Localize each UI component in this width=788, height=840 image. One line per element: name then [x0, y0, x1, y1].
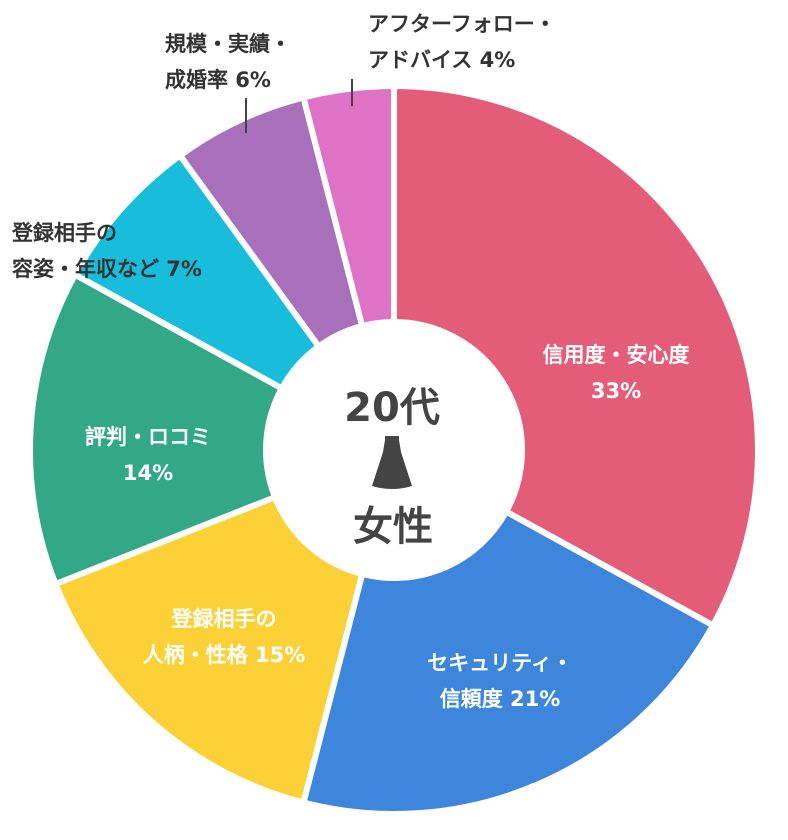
slice-label-line: アドバイス 4%	[368, 48, 515, 72]
slice-label-trust: 信用度・安心度 33%	[543, 343, 690, 403]
pie-slice-security	[300, 508, 716, 817]
leader-lines	[245, 79, 353, 133]
slice-label-scale: 規模・実績・成婚率 6%	[165, 32, 291, 92]
slice-label-line: 評判・ロコミ	[85, 425, 211, 449]
slice-label-line: 登録相手の	[171, 607, 277, 631]
slice-label-line: アフターフォロー・	[368, 12, 556, 36]
pie-slice-reputation	[27, 271, 285, 587]
pie-slice-aftercare	[300, 83, 397, 330]
center-label-age: 20代	[344, 385, 440, 431]
slice-label-personality: 登録相手の人柄・性格 15%	[143, 607, 306, 667]
slice-labels: 信用度・安心度 33% セキュリティ・信頼度 21% 登録相手の人柄・性格 15% 評判…	[11, 12, 690, 711]
slice-label-line: 登録相手の	[11, 221, 117, 245]
dress-icon	[372, 436, 412, 489]
slice-label-line: 人柄・性格 15%	[143, 643, 306, 667]
slice-label-line: 信頼度 21%	[440, 687, 561, 711]
center-label-gender: 女性	[353, 504, 433, 550]
slice-label-line: 33%	[591, 379, 641, 403]
slice-label-line: 14%	[123, 461, 173, 485]
pie-slice-personality	[52, 494, 366, 806]
slice-label-line: 規模・実績・	[165, 32, 291, 56]
slice-label-line: 信用度・安心度	[543, 343, 690, 367]
center-label: 20代 女性	[344, 385, 440, 550]
pie-slice-trust	[391, 83, 761, 629]
slice-label-line: セキュリティ・	[427, 651, 573, 675]
slice-label-line: 容姿・年収など 7%	[12, 257, 202, 281]
slice-label-security: セキュリティ・信頼度 21%	[427, 651, 573, 711]
slice-label-line: 成婚率 6%	[165, 68, 271, 92]
slice-label-aftercare: アフターフォロー・アドバイス 4%	[368, 12, 556, 72]
slice-label-reputation: 評判・ロコミ 14%	[85, 425, 211, 485]
pie-slice-appearance	[72, 152, 322, 392]
slice-label-appearance: 登録相手の容姿・年収など 7%	[11, 221, 202, 281]
slices-group	[27, 83, 761, 817]
